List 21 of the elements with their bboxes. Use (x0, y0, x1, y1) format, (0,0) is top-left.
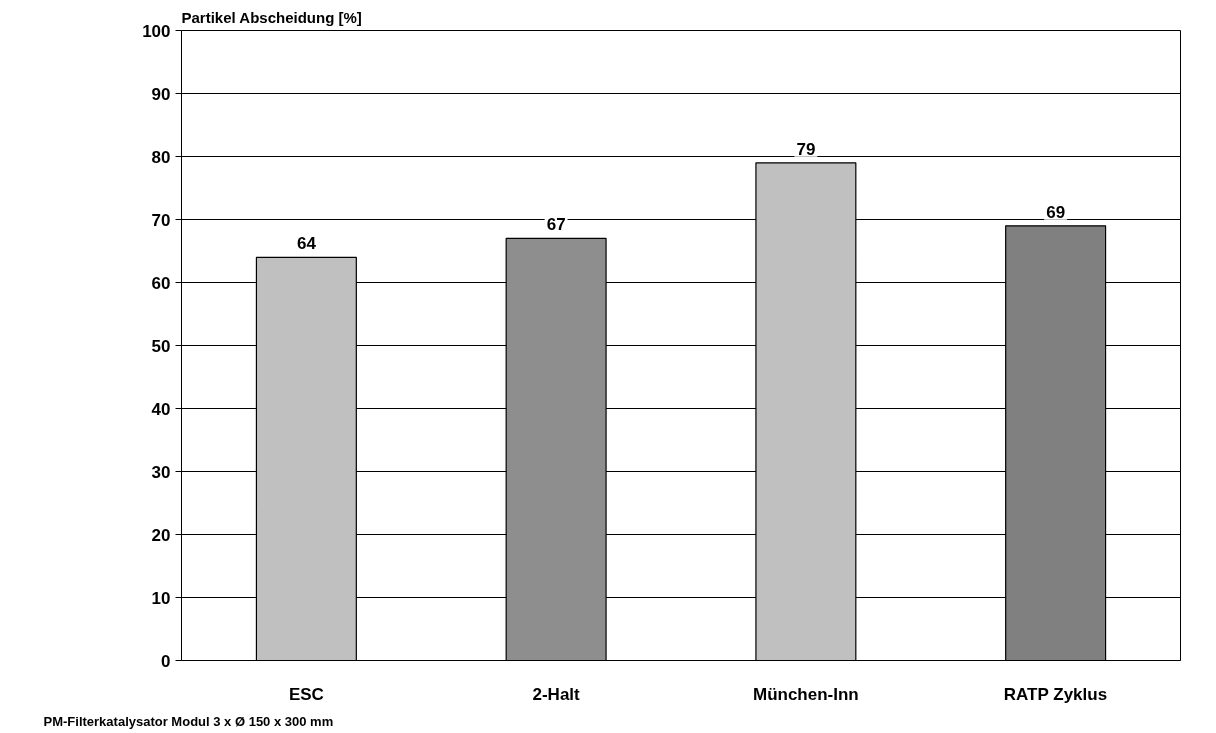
y-tick-label: 20 (151, 525, 171, 545)
y-tick-label: 10 (151, 588, 171, 608)
y-axis-title: Partikel Abscheidung [%] (181, 8, 362, 26)
y-tick-label: 100 (142, 21, 171, 41)
data-label: 79 (796, 139, 816, 159)
data-label: 67 (546, 215, 566, 235)
y-tick-label: 40 (151, 399, 171, 419)
x-tick-label: RATP Zyklus (1003, 684, 1108, 704)
y-tick-label: 60 (151, 273, 171, 293)
data-label: 64 (296, 234, 317, 254)
data-label: 69 (1046, 202, 1066, 222)
x-tick-label: München-Inn (752, 684, 859, 704)
x-tick-label: ESC (288, 684, 324, 704)
text: PM-Filterkatalysator Modul 3 x Ø 150 x 300 mm (43, 713, 334, 729)
y-tick-label: 0 (161, 651, 171, 671)
y-tick-label: 90 (151, 84, 171, 104)
y-tick-label: 70 (151, 210, 171, 230)
x-tick-label: 2-Halt (532, 684, 581, 704)
y-tick-label: 30 (151, 462, 171, 482)
y-tick-label: 50 (151, 336, 171, 356)
y-tick-label: 80 (151, 147, 171, 167)
